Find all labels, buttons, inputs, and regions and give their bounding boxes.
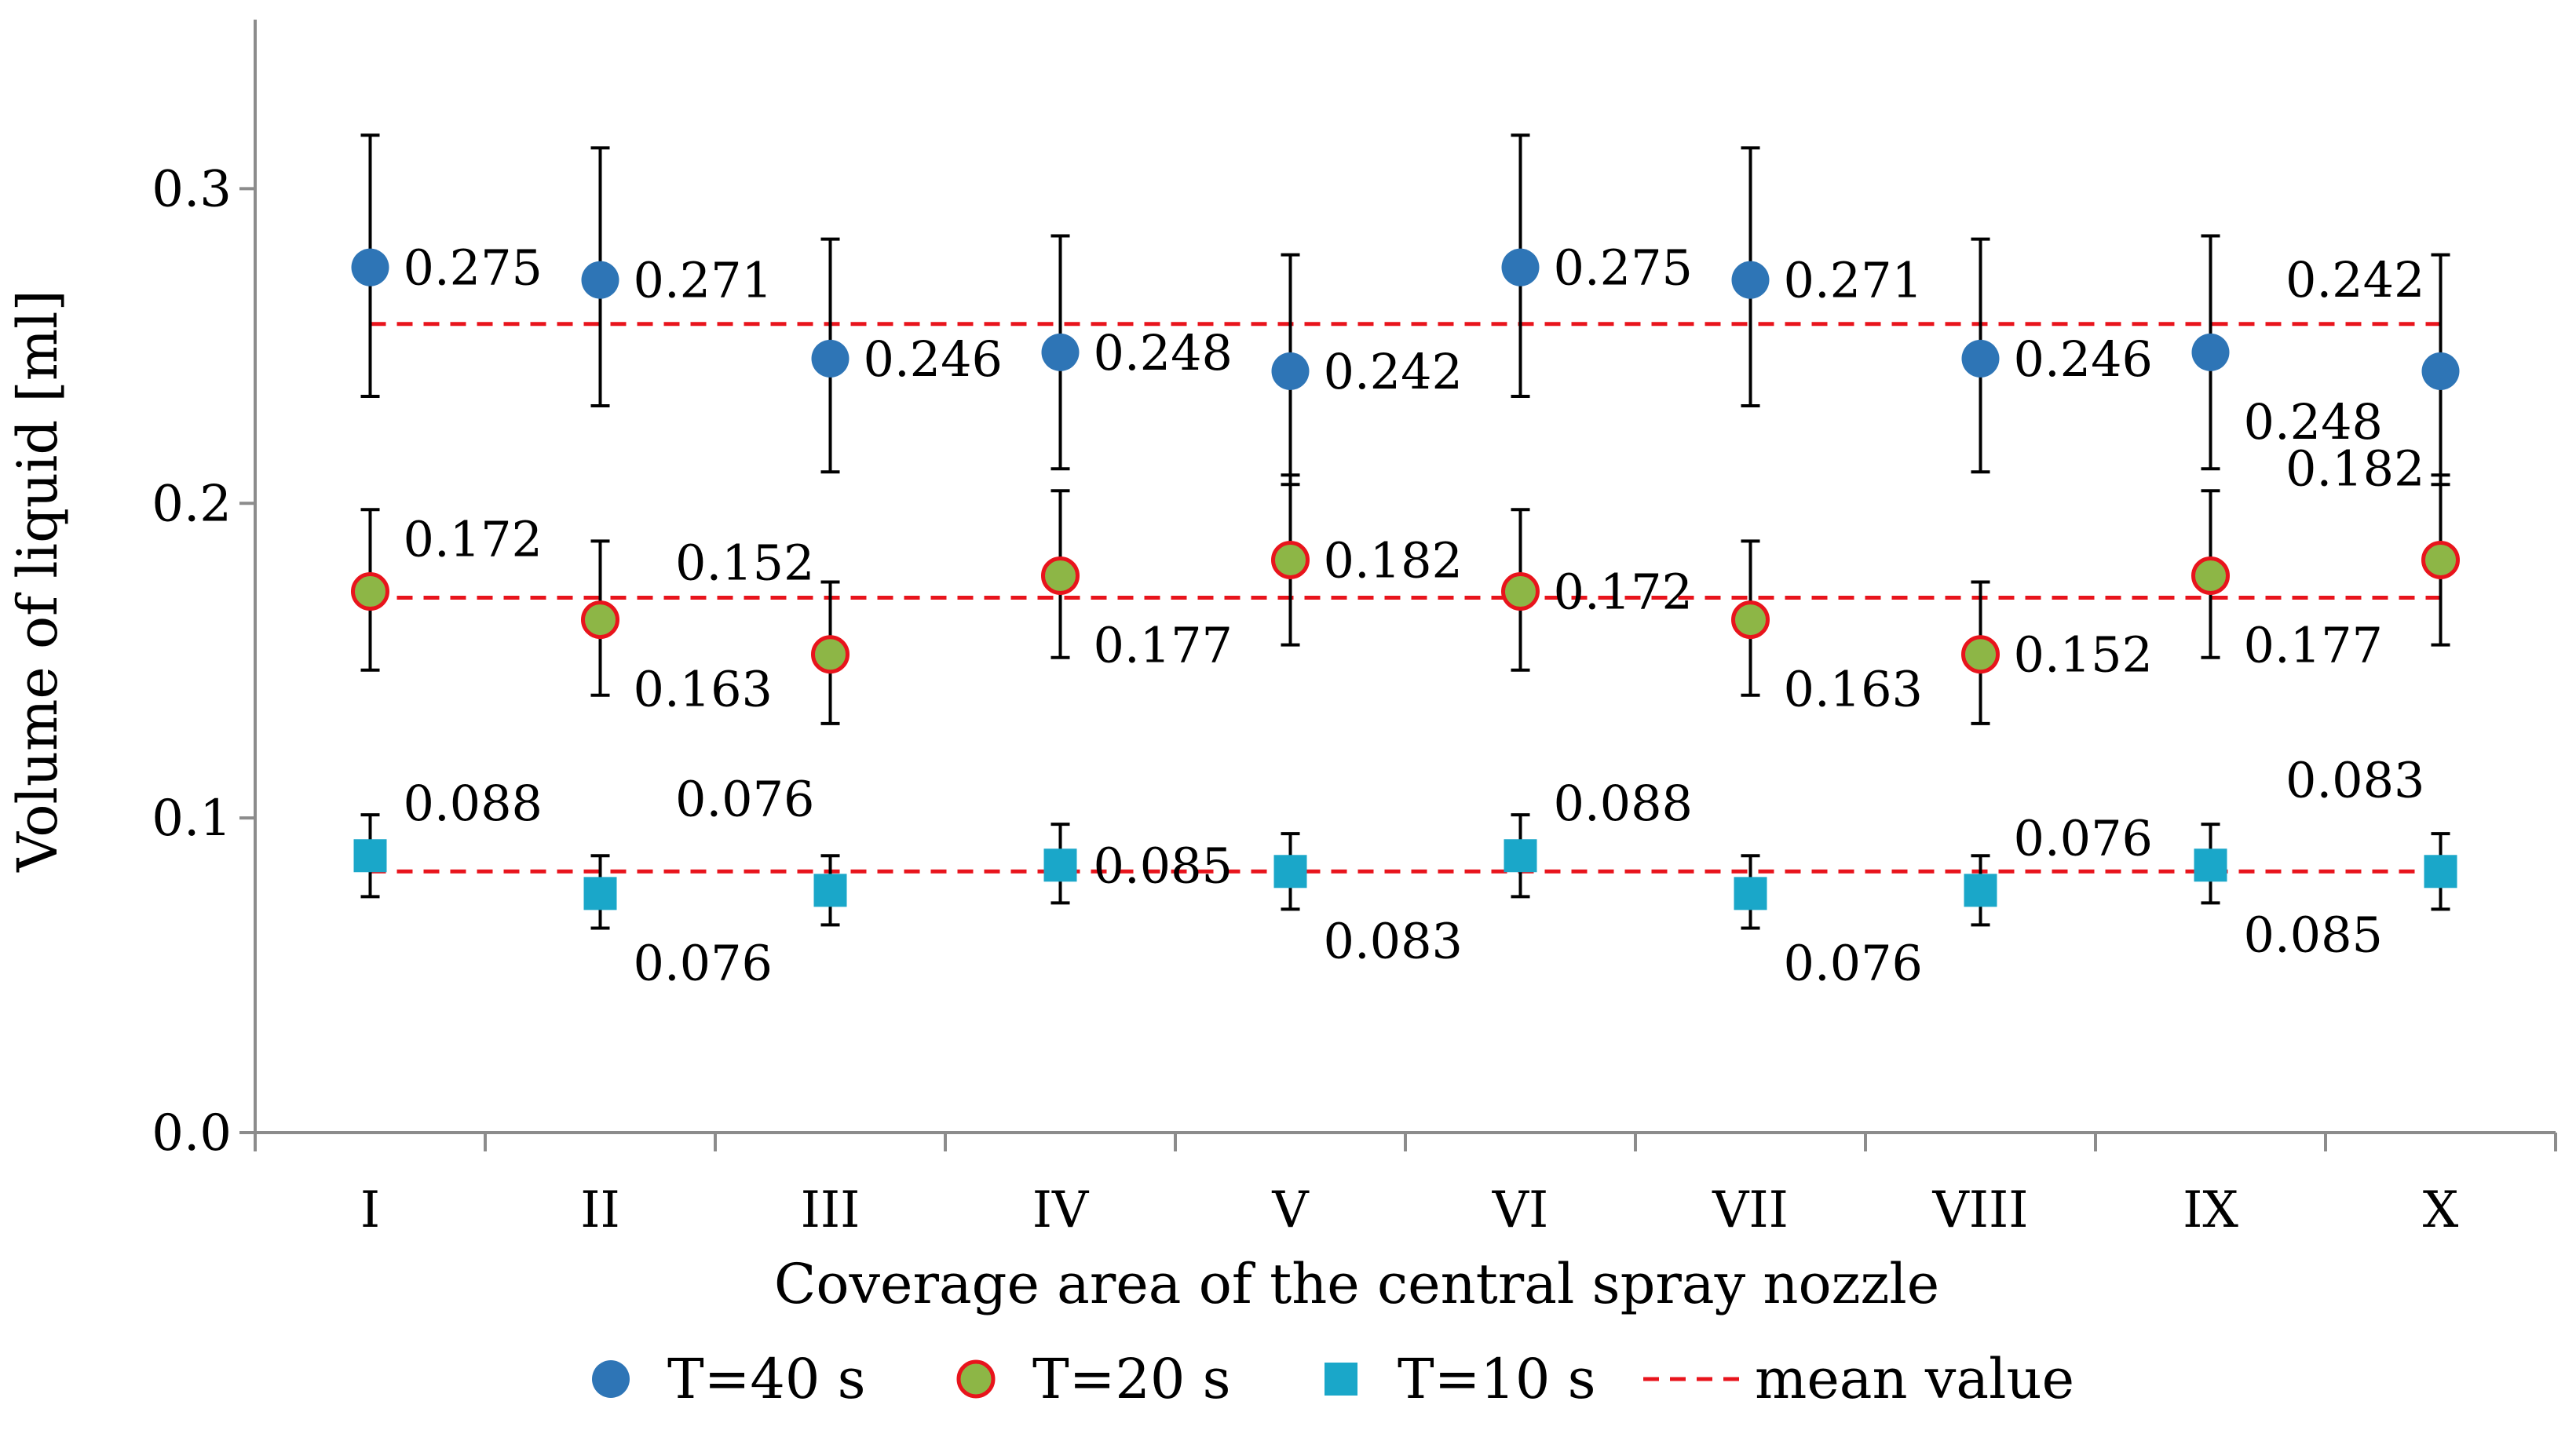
data-label: 0.242 — [2286, 251, 2425, 308]
data-label: 0.172 — [404, 511, 543, 568]
y-tick-label: 0.3 — [152, 160, 232, 218]
data-label: 0.248 — [2244, 393, 2384, 451]
data-point-circle — [351, 572, 389, 611]
data-point-circle — [811, 339, 850, 378]
data-label: 0.177 — [1094, 616, 1233, 673]
data-label: 0.275 — [404, 239, 543, 297]
data-labels: 0.275 0.271 0.246 0.248 0.242 0.275 0.271 0.246… — [404, 239, 2425, 992]
data-point-circle — [811, 635, 850, 674]
legend-mean-label: mean value — [1755, 1347, 2074, 1411]
x-tick-label: IV — [1032, 1181, 1090, 1239]
data-label: 0.242 — [1324, 343, 1463, 400]
data-point-circle — [581, 261, 619, 299]
data-label: 0.271 — [1784, 252, 1924, 309]
data-point-circle — [2191, 333, 2230, 371]
data-label: 0.246 — [864, 330, 1003, 388]
data-label: 0.076 — [634, 934, 773, 991]
data-point-circle — [1731, 261, 1770, 299]
data-markers — [351, 248, 2460, 910]
data-point-circle — [2421, 540, 2460, 579]
data-point-circle — [2191, 556, 2230, 595]
data-label: 0.088 — [404, 775, 543, 832]
data-label: 0.152 — [2014, 626, 2154, 684]
data-point-circle — [1271, 352, 1310, 390]
data-label: 0.271 — [634, 252, 773, 309]
data-label: 0.076 — [2014, 809, 2154, 867]
data-label: 0.275 — [1554, 239, 1694, 297]
x-tick-label: III — [801, 1181, 860, 1239]
data-point-square — [2194, 848, 2227, 882]
data-point-circle — [1961, 339, 2000, 378]
x-tick-label: VII — [1712, 1181, 1789, 1239]
data-label: 0.076 — [675, 770, 815, 827]
data-point-square — [813, 874, 847, 907]
data-label: 0.085 — [1094, 837, 1233, 894]
data-label: 0.163 — [1784, 661, 1924, 718]
x-tick-label: V — [1271, 1181, 1310, 1239]
data-label: 0.085 — [2244, 906, 2384, 963]
data-point-square — [1273, 855, 1307, 888]
data-point-circle — [581, 600, 619, 640]
data-point-square — [1964, 874, 1997, 907]
data-point-square — [583, 877, 617, 910]
data-point-square — [1734, 877, 1767, 910]
legend-marker-square — [1325, 1363, 1357, 1396]
data-point-circle — [1041, 333, 1080, 371]
legend-marker-circle — [956, 1359, 996, 1399]
x-tick-label: I — [360, 1181, 380, 1239]
data-label: 0.088 — [1554, 775, 1694, 832]
data-label: 0.248 — [1094, 324, 1233, 381]
data-label: 0.083 — [1324, 912, 1463, 969]
legend-entry-label: T=20 s — [1032, 1347, 1231, 1411]
data-point-circle — [1731, 600, 1770, 640]
x-tick-label: X — [2423, 1181, 2459, 1239]
data-label: 0.246 — [2014, 330, 2154, 388]
data-point-circle — [1271, 540, 1310, 579]
data-point-circle — [351, 248, 389, 286]
data-label: 0.163 — [634, 661, 773, 718]
legend: T=40 s T=20 s T=10 s mean value — [592, 1347, 2074, 1411]
data-label: 0.083 — [2286, 751, 2425, 808]
legend-entry-label: T=10 s — [1398, 1347, 1596, 1411]
data-label: 0.172 — [1554, 564, 1694, 621]
x-tick-label: VI — [1492, 1181, 1549, 1239]
data-label: 0.177 — [2244, 616, 2384, 673]
y-tick-label: 0.1 — [152, 790, 232, 848]
data-label: 0.076 — [1784, 934, 1924, 991]
x-axis-title: Coverage area of the central spray nozzl… — [774, 1252, 1939, 1316]
data-point-circle — [1041, 556, 1080, 595]
data-point-circle — [1961, 635, 2000, 674]
data-point-square — [1504, 839, 1537, 873]
axes: 0.00.10.20.3I II III IV V VI VII VIII IX X — [152, 20, 2557, 1239]
y-axis-title: Volume of liquid [ml] — [5, 290, 70, 873]
data-label: 0.182 — [2286, 440, 2425, 497]
y-tick-label: 0.2 — [152, 475, 232, 533]
y-tick-label: 0.0 — [152, 1104, 232, 1162]
x-tick-label: II — [580, 1181, 620, 1239]
data-label: 0.152 — [675, 535, 815, 592]
data-point-circle — [1501, 248, 1540, 286]
data-point-square — [2424, 855, 2457, 888]
data-point-circle — [2421, 352, 2460, 390]
data-point-square — [353, 839, 387, 873]
x-tick-label: IX — [2183, 1181, 2238, 1239]
data-point-circle — [1501, 572, 1540, 611]
data-point-square — [1043, 848, 1077, 882]
legend-entry-label: T=40 s — [667, 1347, 866, 1411]
data-label: 0.182 — [1324, 531, 1463, 589]
x-tick-label: VIII — [1931, 1181, 2028, 1239]
legend-marker-circle — [592, 1360, 630, 1398]
